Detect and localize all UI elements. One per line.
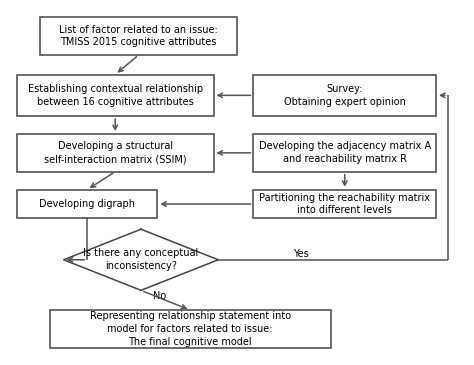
Text: No: No [153, 291, 166, 301]
Text: Representing relationship statement into
model for factors related to issue:
The: Representing relationship statement into… [90, 311, 291, 347]
FancyBboxPatch shape [17, 190, 157, 218]
Text: Is there any conceptual
inconsistency?: Is there any conceptual inconsistency? [83, 248, 199, 271]
Text: List of factor related to an issue:
TMISS 2015 cognitive attributes: List of factor related to an issue: TMIS… [59, 24, 218, 47]
FancyBboxPatch shape [50, 310, 331, 348]
Text: Partitioning the reachability matrix
into different levels: Partitioning the reachability matrix int… [259, 193, 430, 215]
Text: Developing digraph: Developing digraph [39, 199, 135, 209]
FancyBboxPatch shape [17, 75, 214, 116]
FancyBboxPatch shape [254, 134, 436, 172]
Text: Establishing contextual relationship
between 16 cognitive attributes: Establishing contextual relationship bet… [27, 84, 203, 107]
Text: Survey:
Obtaining expert opinion: Survey: Obtaining expert opinion [284, 84, 406, 107]
Text: Developing the adjacency matrix A
and reachability matrix R: Developing the adjacency matrix A and re… [259, 142, 431, 164]
Text: Developing a structural
self-interaction matrix (SSIM): Developing a structural self-interaction… [44, 142, 186, 164]
Text: Yes: Yes [293, 249, 309, 260]
FancyBboxPatch shape [254, 75, 436, 116]
Polygon shape [64, 229, 218, 290]
FancyBboxPatch shape [254, 190, 436, 218]
FancyBboxPatch shape [40, 17, 237, 55]
FancyBboxPatch shape [17, 134, 214, 172]
